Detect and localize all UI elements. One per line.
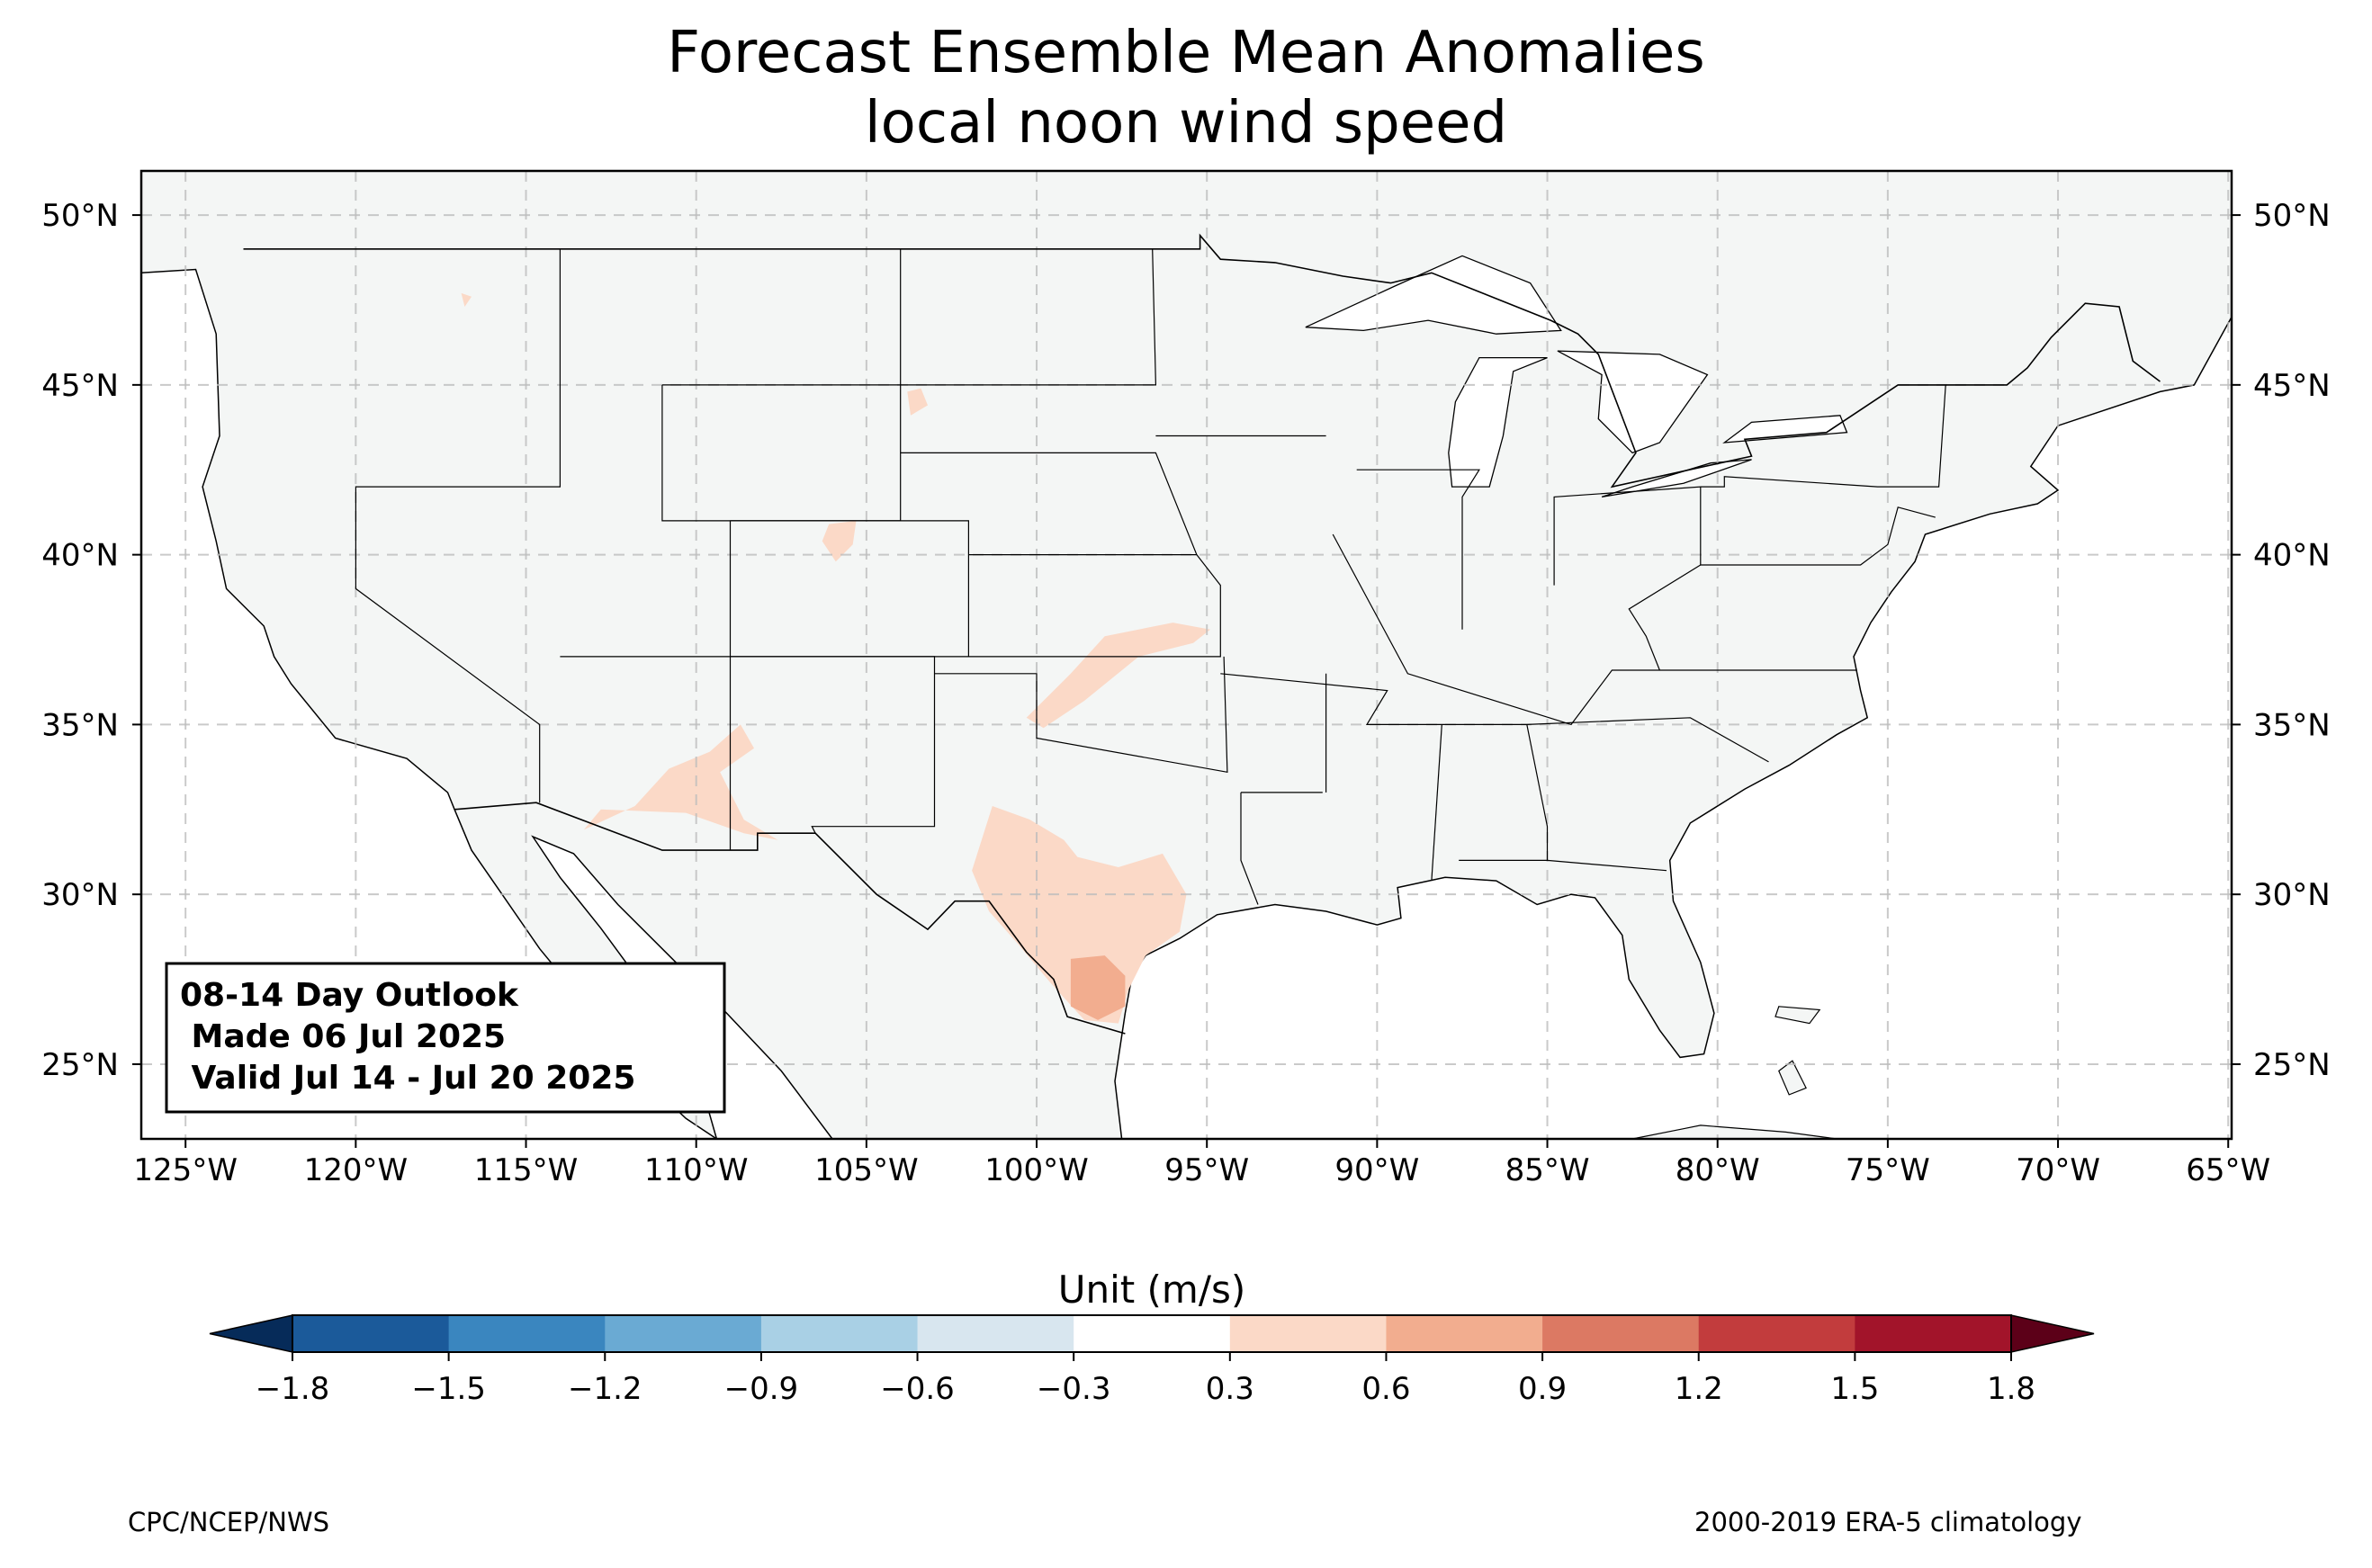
state-line-13 bbox=[1332, 533, 1857, 726]
lat-tick-label-right: 30°N bbox=[2253, 877, 2331, 913]
colorbar-tick-label: 1.2 bbox=[1675, 1371, 1723, 1407]
lon-tick-label: 85°W bbox=[1505, 1152, 1590, 1188]
land-north-america bbox=[140, 170, 2233, 1140]
colorbar-tick-label: −1.2 bbox=[568, 1371, 642, 1407]
colorbar-extend-under bbox=[209, 1314, 293, 1353]
colorbar-extend-over bbox=[2010, 1314, 2095, 1353]
anomaly-region bbox=[1070, 955, 1126, 1020]
state-line-16 bbox=[1431, 724, 1442, 882]
outlook-line1: 08-14 Day Outlook bbox=[180, 977, 519, 1014]
lon-tick-label: 95°W bbox=[1164, 1152, 1249, 1188]
lat-tick-label-right: 25°N bbox=[2253, 1047, 2331, 1083]
lon-tick-label: 100°W bbox=[984, 1152, 1089, 1188]
lon-tick-label: 105°W bbox=[814, 1152, 919, 1188]
colorbar-bin bbox=[917, 1315, 1074, 1352]
lat-tick-label-right: 45°N bbox=[2253, 368, 2331, 404]
lon-tick-label: 80°W bbox=[1676, 1152, 1760, 1188]
chart-title-line1: Forecast Ensemble Mean Anomalies bbox=[667, 20, 1705, 86]
colorbar-tick-label: 0.3 bbox=[1206, 1371, 1254, 1407]
state-line-20 bbox=[1700, 384, 1946, 488]
anomaly-region bbox=[972, 806, 1187, 1024]
state-line-6 bbox=[900, 248, 1157, 386]
lat-tick-label-left: 50°N bbox=[41, 198, 119, 234]
colorbar-bin bbox=[448, 1315, 606, 1352]
anomaly-region bbox=[822, 520, 857, 562]
colorbar-bin bbox=[760, 1315, 919, 1352]
outlook-box: 08-14 Day Outlook Made 06 Jul 2025 Valid… bbox=[165, 962, 726, 1114]
axis-ticks: 125°W 120°W 115°W 110°W 105°W 100°W 95°W 90°W 85… bbox=[41, 198, 2330, 1188]
footer-climatology: 2000-2019 ERA-5 climatology bbox=[1694, 1507, 2082, 1537]
state-line bbox=[355, 248, 562, 803]
lake-huron bbox=[1557, 350, 1709, 454]
lon-tick-label: 75°W bbox=[1846, 1152, 1930, 1188]
colorbar-tick-label: −1.8 bbox=[256, 1371, 330, 1407]
colorbar-tick-label: 0.6 bbox=[1361, 1371, 1410, 1407]
lon-tick-label: 70°W bbox=[2016, 1152, 2100, 1188]
lat-tick-label-left: 40°N bbox=[41, 538, 119, 574]
colorbar-tick-label: −1.5 bbox=[411, 1371, 486, 1407]
colorbar-tick-label: 1.5 bbox=[1830, 1371, 1879, 1407]
lon-tick-label: 125°W bbox=[133, 1152, 238, 1188]
state-line-10 bbox=[1240, 792, 1259, 905]
lat-tick-label-right: 40°N bbox=[2253, 538, 2331, 574]
border-us-canada bbox=[243, 233, 2161, 488]
colorbar-bin bbox=[1074, 1315, 1231, 1352]
colorbar-bin bbox=[292, 1315, 450, 1352]
colorbar: −1.8 −1.5 −1.2 −0.9 −0.6 −0.3 0.3 0.6 0.9 1.2 1.5 1… bbox=[209, 1314, 2095, 1407]
border-us-mexico bbox=[454, 802, 1126, 1035]
lat-tick-label-right: 35°N bbox=[2253, 707, 2331, 743]
bahamas-island bbox=[1778, 1060, 1807, 1096]
lat-tick-label-left: 30°N bbox=[41, 877, 119, 913]
anomaly-region bbox=[907, 388, 928, 416]
anomaly-region bbox=[583, 724, 778, 840]
anomaly-region bbox=[461, 292, 472, 307]
state-line-12 bbox=[1356, 469, 1480, 630]
lat-tick-label-left: 45°N bbox=[41, 368, 119, 404]
colorbar-bin bbox=[1698, 1315, 1855, 1352]
anomaly-region bbox=[1026, 623, 1210, 729]
colorbar-bin bbox=[1855, 1315, 2012, 1352]
footer-source: CPC/NCEP/NWS bbox=[128, 1507, 330, 1537]
state-line-19 bbox=[1553, 486, 1936, 586]
state-line-21 bbox=[1628, 564, 1702, 671]
chart-title-line2: local noon wind speed bbox=[864, 90, 1508, 157]
state-line-8 bbox=[968, 554, 1221, 658]
state-line-4 bbox=[560, 656, 936, 834]
colorbar-tick-label: −0.3 bbox=[1037, 1371, 1111, 1407]
colorbar-tick-label: −0.9 bbox=[724, 1371, 799, 1407]
colorbar-bin bbox=[1542, 1315, 1700, 1352]
colorbar-tick-label: 0.9 bbox=[1518, 1371, 1567, 1407]
lon-tick-label: 115°W bbox=[474, 1152, 579, 1188]
colorbar-frame bbox=[292, 1314, 2012, 1353]
lat-tick-label-left: 25°N bbox=[41, 1047, 119, 1083]
lake-michigan bbox=[1448, 356, 1548, 488]
colorbar-tick-label: −0.6 bbox=[880, 1371, 955, 1407]
colorbar-bin bbox=[605, 1315, 762, 1352]
colorbar-label: Unit (m/s) bbox=[1058, 1268, 1246, 1312]
state-line-18 bbox=[1547, 859, 1667, 872]
lon-tick-label: 120°W bbox=[304, 1152, 409, 1188]
map-frame bbox=[139, 169, 2233, 1141]
anomaly-layer bbox=[461, 292, 1210, 1024]
lat-tick-label-right: 50°N bbox=[2253, 198, 2331, 234]
gridlines bbox=[141, 171, 2232, 1139]
bahamas-island bbox=[1775, 1006, 1821, 1025]
state-line-7 bbox=[900, 452, 1198, 556]
lake-ontario bbox=[1722, 415, 1848, 444]
outlook-line3: Valid Jul 14 - Jul 20 2025 bbox=[180, 1060, 635, 1097]
lon-tick-label: 110°W bbox=[644, 1152, 749, 1188]
lat-tick-label-left: 35°N bbox=[41, 707, 119, 743]
state-line-17 bbox=[1459, 724, 1549, 862]
outlook-line2: Made 06 Jul 2025 bbox=[180, 1018, 506, 1055]
borders-layer bbox=[243, 233, 2161, 1035]
colorbar-bin bbox=[1229, 1315, 1387, 1352]
colorbar-bin bbox=[1386, 1315, 1543, 1352]
lon-tick-label: 90°W bbox=[1334, 1152, 1419, 1188]
lon-tick-label: 65°W bbox=[2186, 1152, 2270, 1188]
state-line-9 bbox=[934, 656, 1228, 774]
colorbar-tick-label: 1.8 bbox=[1987, 1371, 2035, 1407]
